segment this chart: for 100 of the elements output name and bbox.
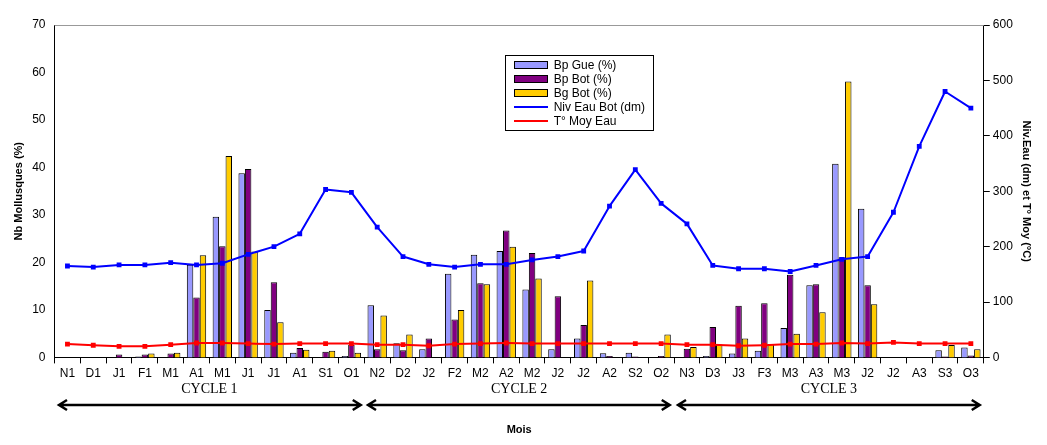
x-tick-label: F1 xyxy=(137,365,153,380)
point xyxy=(658,200,664,206)
x-tick-label: J2 xyxy=(551,365,565,380)
x-tick-label: O1 xyxy=(343,365,360,380)
x-tick-label: J1 xyxy=(112,365,126,380)
y-tick-label: 10 xyxy=(32,302,46,317)
y2-tick-label: 200 xyxy=(992,238,1014,253)
point xyxy=(503,261,509,267)
point xyxy=(942,341,948,346)
point xyxy=(865,341,871,346)
y-tick-label: 60 xyxy=(32,64,46,79)
point xyxy=(374,224,380,230)
x-tick-label: D2 xyxy=(395,365,411,380)
x-tick-label: M1 xyxy=(213,365,231,380)
x-tick-label: M2 xyxy=(523,365,541,380)
y-axis-title: Nb Mollusques (%) xyxy=(11,141,24,241)
x-tick-label: D3 xyxy=(705,365,721,380)
point xyxy=(813,341,819,347)
point xyxy=(607,203,612,209)
point xyxy=(323,187,328,192)
point xyxy=(219,260,225,266)
point xyxy=(529,257,535,263)
x-tick-label: D1 xyxy=(85,365,102,380)
point xyxy=(116,262,122,268)
y-tick-label: 50 xyxy=(32,112,46,127)
point xyxy=(839,256,845,262)
x-tick-label: A3 xyxy=(911,365,927,380)
point xyxy=(761,342,767,348)
point xyxy=(632,167,638,173)
y2-tick-label: 100 xyxy=(992,294,1014,309)
x-tick-label: N3 xyxy=(679,365,695,380)
y2-tick-label: 600 xyxy=(992,17,1014,32)
x-tick-label: A2 xyxy=(498,365,514,380)
x-tick-label: A1 xyxy=(189,365,205,380)
point xyxy=(142,343,148,349)
point xyxy=(194,262,199,268)
point xyxy=(916,143,922,149)
x-tick-label: F3 xyxy=(757,365,772,380)
point xyxy=(194,340,199,346)
point xyxy=(684,221,690,227)
point xyxy=(942,89,948,94)
y-tick-label: 0 xyxy=(38,349,46,364)
legend-label: Niv Eau Bot (dm) xyxy=(553,100,646,114)
point xyxy=(348,189,354,195)
x-tick-label: F2 xyxy=(447,365,462,380)
point xyxy=(503,340,509,346)
point xyxy=(323,341,328,346)
point xyxy=(710,342,716,348)
point xyxy=(787,269,793,274)
x-tick-label: A3 xyxy=(808,365,824,380)
point xyxy=(452,264,458,270)
point xyxy=(478,341,483,346)
point xyxy=(632,341,638,346)
x-tick-label: A1 xyxy=(292,365,308,380)
legend-label: Bg Bot (%) xyxy=(553,86,612,100)
point xyxy=(736,266,741,272)
point xyxy=(271,341,277,347)
legend-label: T° Moy Eau xyxy=(553,114,617,128)
point xyxy=(736,343,741,349)
text: CYCLE 3 xyxy=(796,381,862,398)
point xyxy=(916,341,922,346)
point xyxy=(168,260,174,266)
point xyxy=(581,341,587,346)
y-tick-label: 70 xyxy=(32,17,46,32)
point xyxy=(400,342,406,348)
text: CYCLE 1 xyxy=(177,381,242,398)
y2-tick-label: 400 xyxy=(992,128,1014,143)
x-tick-label: A2 xyxy=(602,365,618,380)
point xyxy=(65,341,70,347)
text: CYCLE 2 xyxy=(486,381,552,398)
point xyxy=(271,244,277,250)
point xyxy=(65,263,70,269)
x-tick-label: M3 xyxy=(781,365,799,380)
x-tick-label: J2 xyxy=(887,365,901,380)
point xyxy=(116,343,122,349)
y2-axis-title: Niv.Eau (dm) et T° Moy (°C) xyxy=(1021,120,1034,263)
point xyxy=(142,262,148,268)
point xyxy=(219,340,225,346)
point xyxy=(684,342,690,348)
x-tick-label: N1 xyxy=(59,365,76,380)
x-tick-label: O3 xyxy=(962,365,980,380)
point xyxy=(787,341,793,347)
point xyxy=(555,341,561,346)
point xyxy=(478,261,483,267)
x-tick-label: S2 xyxy=(627,365,643,380)
x-axis-title: Mois xyxy=(506,423,532,436)
point xyxy=(968,341,974,346)
point xyxy=(297,231,303,237)
point xyxy=(245,341,251,346)
point xyxy=(426,261,432,267)
point xyxy=(297,341,303,346)
point xyxy=(168,342,174,348)
point xyxy=(658,341,664,346)
point xyxy=(865,254,871,259)
y-tick-label: 40 xyxy=(32,159,46,174)
x-tick-label: J2 xyxy=(577,365,591,380)
point xyxy=(452,341,458,347)
y2-tick-label: 0 xyxy=(992,349,1000,364)
point xyxy=(529,341,535,346)
x-tick-label: S1 xyxy=(318,365,334,380)
